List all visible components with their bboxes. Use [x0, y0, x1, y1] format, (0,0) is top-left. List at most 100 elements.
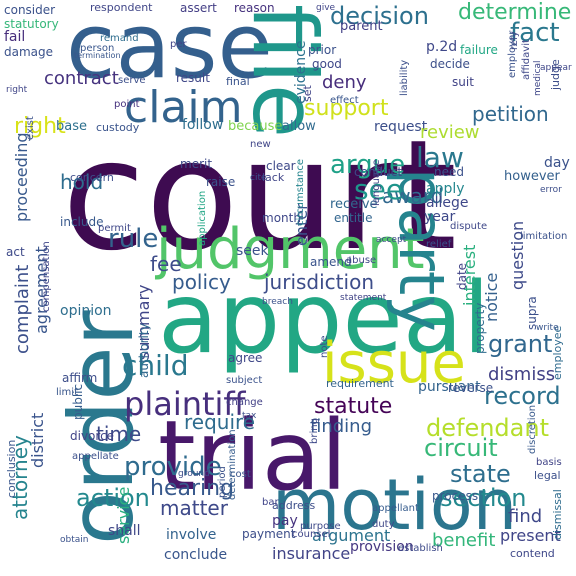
word: point	[114, 99, 140, 110]
word: review	[420, 122, 480, 143]
word: discretion	[527, 404, 538, 454]
word: defendant	[426, 414, 549, 442]
word: seek	[236, 243, 269, 259]
word: statute	[314, 394, 393, 419]
word: give	[316, 3, 336, 13]
word: raise	[206, 175, 236, 189]
word: bar	[262, 497, 279, 508]
word: apply	[426, 181, 465, 197]
word: assert	[180, 1, 217, 15]
word: matter	[160, 496, 228, 520]
word: property	[473, 302, 487, 354]
word: establish	[398, 543, 443, 554]
word: conclude	[164, 547, 228, 563]
word: entitle	[334, 211, 373, 225]
word: argument	[312, 526, 391, 545]
word: require	[184, 410, 256, 434]
word: however	[504, 169, 560, 184]
word: dismissal	[551, 489, 564, 540]
word: language	[371, 159, 382, 206]
word: affirm	[62, 371, 98, 385]
word: duty	[372, 519, 395, 530]
word: address	[272, 499, 316, 512]
word: liability	[399, 59, 410, 96]
word: deny	[322, 72, 367, 93]
word: circumstance	[295, 159, 306, 226]
word: result	[176, 71, 210, 85]
word: jurisdiction	[264, 270, 374, 294]
word: opinion	[60, 303, 112, 319]
word: circuit	[424, 434, 498, 462]
word: appellate	[72, 451, 119, 462]
word: purpose	[300, 521, 341, 532]
word: counsel	[292, 529, 331, 540]
word: effect	[330, 95, 359, 106]
word: p.2d	[426, 39, 458, 55]
word: fee	[150, 252, 182, 276]
word: serve	[118, 75, 146, 86]
word: subject	[226, 375, 263, 386]
word: consider	[4, 3, 56, 17]
word: suit	[452, 75, 474, 89]
word: permit	[98, 223, 131, 234]
word: state	[450, 460, 511, 488]
word: termination	[74, 51, 121, 60]
word: petition	[472, 102, 549, 126]
word: hold	[60, 170, 104, 194]
word: appellant	[372, 503, 419, 514]
word: right	[6, 85, 28, 95]
word: remand	[100, 33, 139, 44]
word: receive	[330, 197, 378, 212]
word: plaintiff	[124, 385, 246, 423]
word: issue	[322, 331, 466, 396]
word: award	[382, 184, 444, 208]
word: fact	[510, 18, 560, 48]
word: time	[96, 422, 142, 446]
word: concern	[70, 171, 114, 184]
word: shall	[108, 523, 141, 539]
word: fail	[4, 29, 26, 45]
word: relief	[426, 239, 452, 250]
word: allege	[426, 195, 469, 211]
word: determination	[227, 429, 238, 500]
word: claim	[124, 82, 243, 133]
word: proceeding	[12, 132, 31, 222]
word: exist	[25, 116, 36, 140]
word: law	[416, 141, 464, 174]
word: agree	[228, 351, 263, 365]
word: judgment	[156, 217, 425, 282]
word: respondent	[90, 1, 153, 14]
word: prior	[308, 43, 337, 57]
word: authority	[137, 323, 151, 378]
word: involve	[166, 527, 217, 543]
word: section	[440, 484, 527, 512]
word: contract	[44, 68, 119, 89]
word: case	[66, 0, 273, 99]
word: find	[508, 506, 543, 527]
word: argue	[330, 150, 406, 180]
word: need	[434, 165, 464, 179]
word: custody	[96, 121, 140, 134]
word: request	[374, 119, 428, 135]
word: good	[312, 57, 342, 71]
word: employee	[551, 325, 564, 380]
word: right	[14, 114, 66, 139]
word: present	[500, 526, 561, 545]
word: breach	[262, 297, 293, 307]
word: per	[170, 39, 187, 50]
word: person	[80, 43, 115, 54]
word: payment	[242, 527, 296, 541]
word: policy	[172, 270, 231, 294]
word: decide	[430, 57, 470, 71]
word: abuse	[346, 255, 377, 266]
word: set	[301, 85, 314, 102]
word: provide	[124, 452, 222, 482]
word: merit	[180, 157, 213, 171]
word: action	[76, 484, 150, 512]
word: employer	[507, 30, 518, 78]
word: divorce	[70, 429, 115, 443]
word: dismiss	[488, 364, 556, 385]
word: change	[226, 397, 263, 408]
word: act	[6, 245, 25, 259]
